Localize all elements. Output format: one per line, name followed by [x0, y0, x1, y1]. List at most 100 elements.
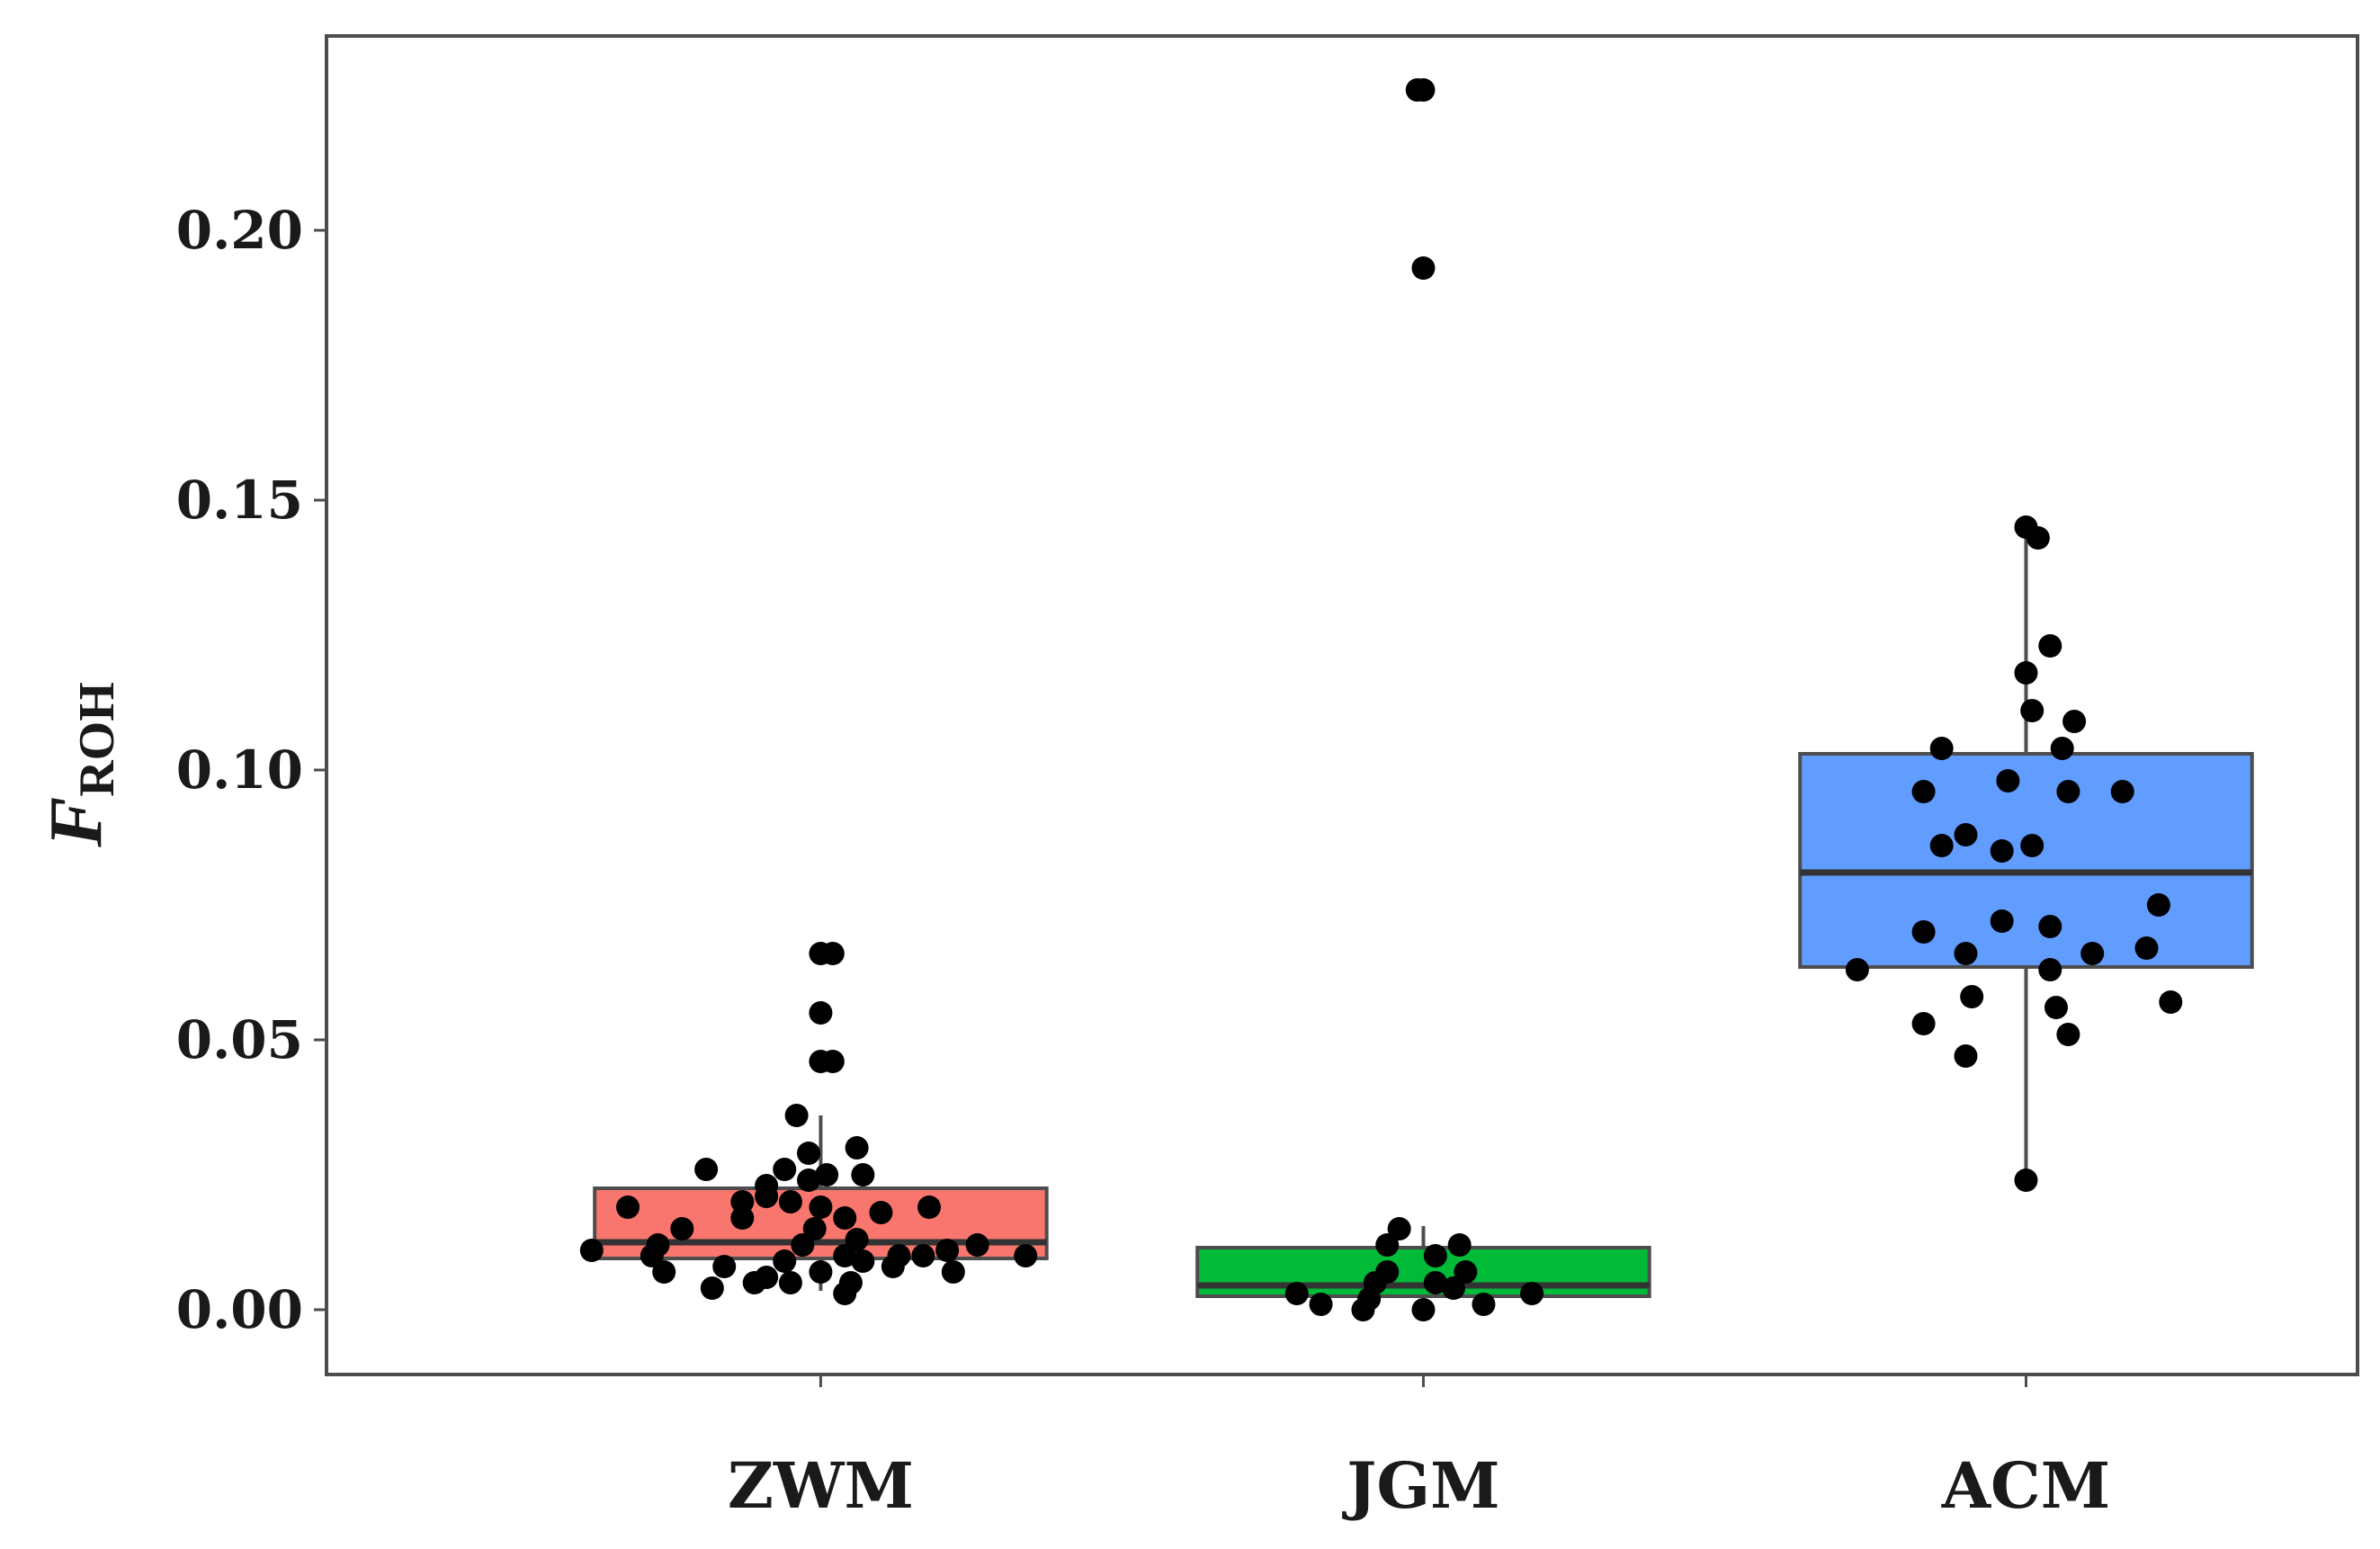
- data-point: [2159, 990, 2183, 1014]
- data-point: [965, 1233, 989, 1257]
- data-point: [2080, 942, 2105, 965]
- data-point: [2146, 893, 2170, 917]
- data-point: [869, 1201, 893, 1224]
- data-point: [2062, 710, 2087, 733]
- data-point: [2038, 958, 2062, 981]
- data-point: [1929, 737, 1954, 760]
- data-point: [881, 1255, 905, 1278]
- y-axis-title-main: F: [34, 797, 118, 848]
- data-point: [1472, 1293, 1496, 1316]
- data-point: [2014, 1168, 2038, 1192]
- data-point: [1996, 769, 2020, 792]
- data-point: [670, 1217, 694, 1240]
- data-point: [694, 1158, 719, 1181]
- data-point: [1387, 1217, 1411, 1240]
- data-point: [616, 1195, 640, 1219]
- data-point: [2014, 661, 2038, 685]
- data-point: [820, 942, 845, 965]
- data-point: [1284, 1282, 1309, 1305]
- data-point: [730, 1190, 755, 1213]
- data-point: [2026, 526, 2050, 550]
- data-point: [1423, 1244, 1447, 1267]
- data-point: [1990, 909, 2014, 933]
- data-point: [2038, 915, 2062, 938]
- data-point: [1309, 1293, 1333, 1316]
- data-point: [791, 1233, 815, 1257]
- y-tick-label: 0.10: [176, 739, 303, 801]
- data-point: [833, 1282, 857, 1305]
- data-point: [1960, 985, 1984, 1008]
- data-point: [2056, 780, 2080, 803]
- x-tick-label: ZWM: [728, 1448, 914, 1523]
- data-point: [1520, 1282, 1544, 1305]
- x-tick-label: JGM: [1341, 1448, 1499, 1523]
- data-point: [1411, 78, 1436, 102]
- y-axis: 0.00 0.05 0.10 0.15 0.20: [176, 200, 327, 1340]
- data-point: [911, 1244, 935, 1267]
- data-point: [773, 1249, 797, 1273]
- data-point: [809, 1195, 833, 1219]
- data-point: [778, 1271, 802, 1294]
- data-point: [1447, 1233, 1472, 1257]
- data-point: [1454, 1260, 1478, 1284]
- data-point: [809, 1050, 833, 1073]
- data-point: [797, 1142, 821, 1165]
- data-point: [712, 1255, 737, 1278]
- data-point: [730, 1206, 755, 1230]
- data-point: [2050, 737, 2074, 760]
- points-layer: [579, 78, 2183, 1321]
- data-point: [1423, 1271, 1447, 1294]
- box-iqr: [1798, 752, 2254, 969]
- data-point: [1411, 1298, 1436, 1321]
- data-point: [935, 1239, 960, 1262]
- data-point: [1911, 780, 1936, 803]
- box-iqr: [1195, 1246, 1651, 1298]
- x-axis: ZWM JGM ACM: [728, 1374, 2110, 1523]
- data-point: [1929, 834, 1954, 857]
- data-point: [784, 1104, 809, 1127]
- data-point: [833, 1244, 857, 1267]
- data-point: [833, 1206, 857, 1230]
- data-point: [2020, 834, 2044, 857]
- data-point: [809, 1001, 833, 1025]
- data-point: [2134, 936, 2159, 960]
- data-point: [1375, 1233, 1400, 1257]
- data-point: [809, 1260, 833, 1284]
- data-point: [815, 1163, 839, 1186]
- data-point: [1911, 1012, 1936, 1035]
- data-point: [700, 1276, 724, 1300]
- data-point: [941, 1260, 965, 1284]
- y-tick-label: 0.05: [176, 1009, 303, 1070]
- data-point: [1351, 1298, 1375, 1321]
- y-tick-label: 0.00: [176, 1279, 303, 1340]
- data-point: [2110, 780, 2134, 803]
- data-point: [773, 1158, 797, 1181]
- x-tick-label: ACM: [1941, 1448, 2111, 1523]
- data-point: [652, 1260, 676, 1284]
- data-point: [797, 1168, 821, 1192]
- data-point: [1411, 256, 1436, 280]
- data-point: [802, 1217, 827, 1240]
- data-point: [1954, 942, 1978, 965]
- data-point: [2044, 996, 2068, 1019]
- y-axis-title: FROH: [34, 682, 125, 848]
- data-point: [917, 1195, 942, 1219]
- y-tick-label: 0.15: [176, 470, 303, 531]
- data-point: [1954, 823, 1978, 846]
- data-point: [845, 1228, 869, 1251]
- data-point: [1911, 920, 1936, 944]
- data-point: [755, 1185, 779, 1208]
- data-point: [2056, 1023, 2080, 1046]
- data-point: [1990, 839, 2014, 863]
- y-tick-label: 0.20: [176, 200, 303, 261]
- data-point: [845, 1136, 869, 1160]
- data-point: [851, 1249, 875, 1273]
- data-point: [2038, 634, 2062, 658]
- data-point: [1954, 1044, 1978, 1068]
- data-point: [1014, 1244, 1038, 1267]
- data-point: [742, 1271, 766, 1294]
- data-point: [1845, 958, 1869, 981]
- data-point: [851, 1163, 875, 1186]
- data-point: [2020, 699, 2044, 722]
